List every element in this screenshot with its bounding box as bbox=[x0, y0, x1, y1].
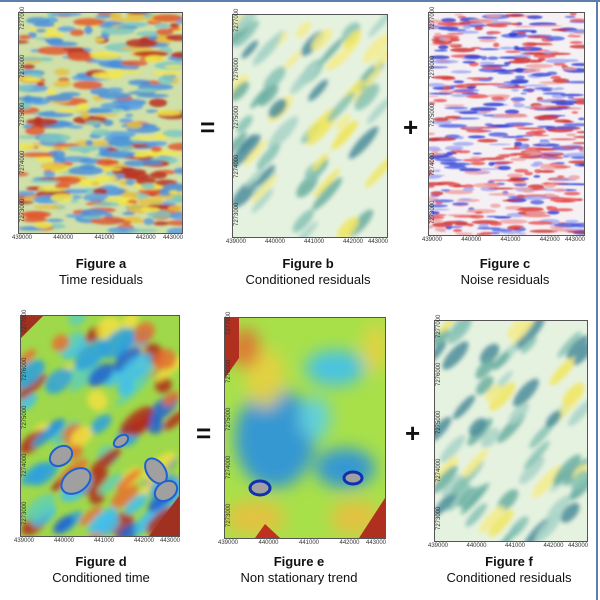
x-tick-label: 443000 bbox=[568, 543, 589, 549]
figure-c-title: Figure c bbox=[479, 256, 531, 271]
y-tick-label: 7276000 bbox=[22, 357, 28, 381]
x-tick-label: 440000 bbox=[265, 239, 286, 245]
y-tick-label: 7273000 bbox=[226, 503, 232, 527]
y-tick-label: 7275000 bbox=[22, 405, 28, 429]
y-tick-label: 7274000 bbox=[22, 453, 28, 477]
x-tick-label: 439000 bbox=[226, 239, 247, 245]
y-tick-label: 7277000 bbox=[430, 6, 436, 30]
x-tick-label: 442000 bbox=[343, 239, 364, 245]
x-tick-label: 440000 bbox=[466, 543, 487, 549]
x-tick-label: 443000 bbox=[565, 237, 586, 243]
figure-c-caption: Figure c Noise residuals bbox=[420, 256, 590, 288]
y-tick-label: 7275000 bbox=[430, 103, 436, 127]
y-tick-label: 7277000 bbox=[22, 309, 28, 333]
frame-top-line bbox=[0, 0, 600, 2]
figure-b-title: Figure b bbox=[282, 256, 334, 271]
y-tick-label: 7277000 bbox=[436, 314, 442, 338]
x-tick-label: 442000 bbox=[135, 235, 156, 241]
y-tick-label: 7273000 bbox=[234, 202, 240, 226]
x-tick-label: 441000 bbox=[304, 239, 325, 245]
x-tick-label: 441000 bbox=[505, 543, 526, 549]
map-texture bbox=[225, 318, 385, 538]
x-tick-label: 441000 bbox=[94, 235, 115, 241]
figure-b-caption: Figure b Conditioned residuals bbox=[223, 256, 393, 288]
y-tick-label: 7274000 bbox=[226, 455, 232, 479]
x-tick-label: 439000 bbox=[14, 538, 35, 544]
x-tick-label: 441000 bbox=[299, 540, 320, 546]
x-tick-label: 439000 bbox=[218, 540, 239, 546]
figure-f-subtitle: Conditioned residuals bbox=[446, 570, 572, 585]
figure-a-subtitle: Time residuals bbox=[58, 272, 144, 287]
y-tick-label: 7275000 bbox=[436, 410, 442, 434]
figure-a-map bbox=[18, 12, 183, 234]
x-tick-label: 440000 bbox=[53, 235, 74, 241]
map-texture bbox=[19, 13, 182, 233]
figure-a-caption: Figure a Time residuals bbox=[16, 256, 186, 288]
y-tick-label: 7274000 bbox=[430, 152, 436, 176]
figure-d-caption: Figure d Conditioned time bbox=[16, 554, 186, 586]
map-texture bbox=[435, 321, 587, 541]
row2-plus-sign: + bbox=[405, 418, 421, 448]
map-texture bbox=[233, 15, 387, 237]
y-tick-label: 7276000 bbox=[234, 57, 240, 81]
x-tick-label: 441000 bbox=[500, 237, 521, 243]
frame-right-line bbox=[596, 0, 598, 600]
y-tick-label: 7273000 bbox=[20, 198, 26, 222]
x-tick-label: 442000 bbox=[339, 540, 360, 546]
x-tick-label: 440000 bbox=[54, 538, 75, 544]
figure-f-title: Figure f bbox=[485, 554, 533, 569]
x-tick-label: 443000 bbox=[163, 235, 184, 241]
y-tick-label: 7273000 bbox=[436, 506, 442, 530]
figure-c-subtitle: Noise residuals bbox=[460, 272, 550, 287]
y-tick-label: 7275000 bbox=[226, 407, 232, 431]
x-tick-label: 443000 bbox=[366, 540, 387, 546]
y-tick-label: 7275000 bbox=[234, 105, 240, 129]
x-tick-label: 440000 bbox=[258, 540, 279, 546]
row1-equals-sign: = bbox=[200, 112, 216, 142]
x-tick-label: 441000 bbox=[94, 538, 115, 544]
y-tick-label: 7276000 bbox=[226, 359, 232, 383]
figure-e-subtitle: Non stationary trend bbox=[240, 570, 358, 585]
figure-c-map bbox=[428, 12, 585, 236]
y-tick-label: 7274000 bbox=[234, 154, 240, 178]
figure-d-subtitle: Conditioned time bbox=[52, 570, 150, 585]
figure-d-map bbox=[20, 315, 180, 537]
x-tick-label: 443000 bbox=[160, 538, 181, 544]
y-tick-label: 7276000 bbox=[430, 55, 436, 79]
x-tick-label: 439000 bbox=[12, 235, 33, 241]
y-tick-label: 7275000 bbox=[20, 102, 26, 126]
y-tick-label: 7274000 bbox=[436, 458, 442, 482]
y-tick-label: 7277000 bbox=[234, 8, 240, 32]
y-tick-label: 7277000 bbox=[20, 6, 26, 30]
figure-b-map bbox=[232, 14, 388, 238]
x-tick-label: 442000 bbox=[539, 237, 560, 243]
figure-e-caption: Figure e Non stationary trend bbox=[214, 554, 384, 586]
y-tick-label: 7276000 bbox=[436, 362, 442, 386]
x-tick-label: 442000 bbox=[134, 538, 155, 544]
figure-e-map bbox=[224, 317, 386, 539]
x-tick-label: 439000 bbox=[428, 543, 449, 549]
y-tick-label: 7274000 bbox=[20, 150, 26, 174]
row2-equals-sign: = bbox=[196, 418, 212, 448]
figure-b-subtitle: Conditioned residuals bbox=[245, 272, 371, 287]
y-tick-label: 7273000 bbox=[430, 200, 436, 224]
map-texture bbox=[429, 13, 584, 235]
x-tick-label: 443000 bbox=[368, 239, 389, 245]
figure-d-title: Figure d bbox=[75, 554, 127, 569]
row1-plus-sign: + bbox=[403, 112, 419, 142]
y-tick-label: 7276000 bbox=[20, 54, 26, 78]
x-tick-label: 442000 bbox=[543, 543, 564, 549]
figure-a-title: Figure a bbox=[75, 256, 127, 271]
figure-e-title: Figure e bbox=[273, 554, 325, 569]
x-tick-label: 440000 bbox=[461, 237, 482, 243]
figure-f-caption: Figure f Conditioned residuals bbox=[424, 554, 594, 586]
x-tick-label: 439000 bbox=[422, 237, 443, 243]
map-texture bbox=[21, 316, 179, 536]
y-tick-label: 7273000 bbox=[22, 501, 28, 525]
figure-f-map bbox=[434, 320, 588, 542]
y-tick-label: 7277000 bbox=[226, 311, 232, 335]
